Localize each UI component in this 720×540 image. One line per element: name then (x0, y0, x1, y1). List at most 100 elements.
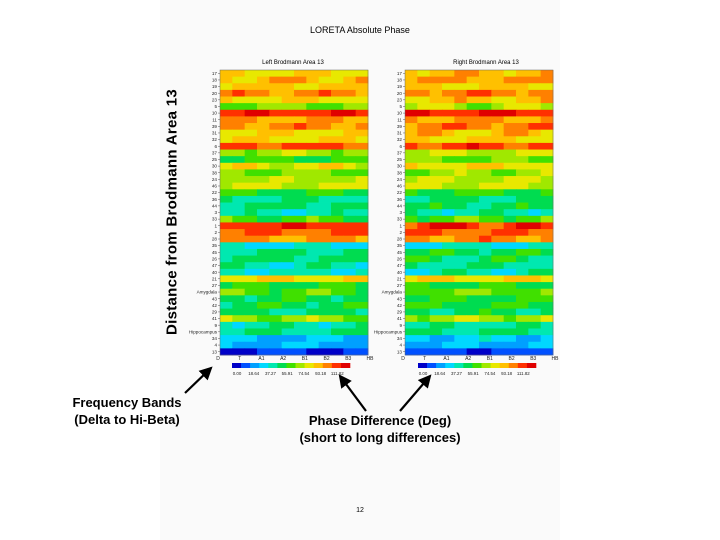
heatmap-cell (343, 70, 357, 78)
heatmap-cell (528, 282, 542, 290)
heatmap-cell (454, 295, 468, 303)
heatmap-cell (466, 195, 480, 203)
heatmap-cell (281, 129, 295, 137)
y-tick-label: 26 (212, 256, 218, 261)
heatmap-cell (417, 209, 431, 217)
heatmap-cell (540, 301, 554, 310)
heatmap-cell (244, 169, 258, 177)
heatmap-cell (306, 209, 320, 217)
heatmap-cell (269, 328, 283, 336)
heatmap-cell (516, 149, 529, 157)
heatmap-cell (355, 76, 369, 84)
y-tick-label: 38 (397, 170, 403, 175)
heatmap-cell (281, 301, 295, 310)
y-tick-label: 6 (399, 144, 402, 149)
heatmap-cell (528, 89, 542, 97)
heatmap-cell (417, 328, 431, 336)
x-tick-label: B1 (302, 356, 308, 362)
heatmap-cell (306, 116, 320, 124)
heatmap-cell (343, 348, 357, 356)
heatmap-cell (306, 195, 320, 203)
heatmap-cell (454, 176, 468, 184)
heatmap-cell (355, 176, 369, 184)
heatmap-cell (503, 235, 517, 243)
heatmap-cell (491, 162, 505, 170)
heatmap-cell (355, 222, 369, 230)
heatmap-cell (528, 195, 542, 203)
heatmap-cell (294, 229, 307, 237)
heatmap-cell (528, 248, 542, 256)
heatmap-cell (503, 275, 517, 283)
heatmap-cell (454, 308, 468, 316)
heatmap-cell (232, 83, 246, 91)
heatmap-cell (318, 96, 332, 104)
heatmap-cell (306, 348, 320, 356)
heatmap-cell (294, 288, 307, 296)
heatmap-cell (269, 202, 283, 210)
heatmap-cell (220, 248, 233, 256)
heatmap-cell (331, 109, 344, 117)
heatmap-cell (540, 308, 554, 316)
heatmap-cell (220, 96, 233, 104)
heatmap-cell (540, 149, 554, 157)
heatmap-cell (318, 328, 332, 336)
heatmap-cell (269, 162, 283, 170)
heatmap-cell (331, 76, 344, 84)
heatmap-cell (503, 288, 517, 296)
heatmap-cell (306, 176, 320, 184)
heatmap-cell (294, 242, 307, 250)
heatmap-cell (220, 288, 233, 296)
heatmap-cell (343, 169, 357, 177)
heatmap-cell (318, 248, 332, 256)
heatmap-cell (269, 288, 283, 296)
heatmap-cell (232, 348, 246, 356)
heatmap-cell (503, 202, 517, 210)
heatmap-cell (503, 136, 517, 144)
heatmap-cell (442, 321, 455, 329)
heatmap-cell (442, 96, 455, 104)
heatmap-cell (491, 149, 505, 157)
heatmap-cell (232, 328, 246, 336)
heatmap-cell (417, 182, 431, 190)
heatmap-cell (244, 222, 258, 230)
heatmap-cell (257, 282, 270, 290)
heatmap-cell (516, 335, 529, 343)
heatmap-cell (306, 255, 320, 263)
right-heatmap-title: Right Brodmann Area 13 (453, 60, 519, 66)
heatmap-cell (281, 229, 295, 237)
colorbar-tick-label: 93.18 (501, 371, 513, 376)
heatmap-cell (355, 262, 369, 270)
heatmap-cell (355, 268, 369, 276)
heatmap-cell (491, 268, 505, 276)
heatmap-cell (281, 103, 295, 111)
heatmap-cell (503, 96, 517, 104)
heatmap-cell (417, 335, 431, 343)
heatmap-cell (417, 116, 431, 124)
y-tick-label: 47 (397, 263, 403, 268)
heatmap-cell (503, 76, 517, 84)
heatmap-cell (454, 288, 468, 296)
heatmap-cell (343, 136, 357, 144)
heatmap-cell (540, 321, 554, 329)
heatmap-cell (466, 215, 480, 223)
heatmap-cell (479, 235, 492, 243)
heatmap-cell (355, 89, 369, 97)
heatmap-cell (429, 295, 443, 303)
y-tick-label: 21 (397, 276, 403, 281)
heatmap-cell (528, 262, 542, 270)
y-tick-label: 30 (212, 164, 218, 169)
heatmap-cell (479, 162, 492, 170)
heatmap-cell (269, 348, 283, 356)
heatmap-cell (454, 248, 468, 256)
heatmap-cell (528, 341, 542, 349)
heatmap-cell (331, 162, 344, 170)
heatmap-cell (528, 348, 542, 356)
heatmap-cell (281, 262, 295, 270)
heatmap-cell (281, 70, 295, 78)
colorbar-swatch (340, 363, 351, 368)
heatmap-cell (232, 222, 246, 230)
heatmap-cell (318, 315, 332, 323)
heatmap-cell (355, 255, 369, 263)
heatmap-cell (244, 129, 258, 137)
heatmap-cell (466, 123, 480, 131)
